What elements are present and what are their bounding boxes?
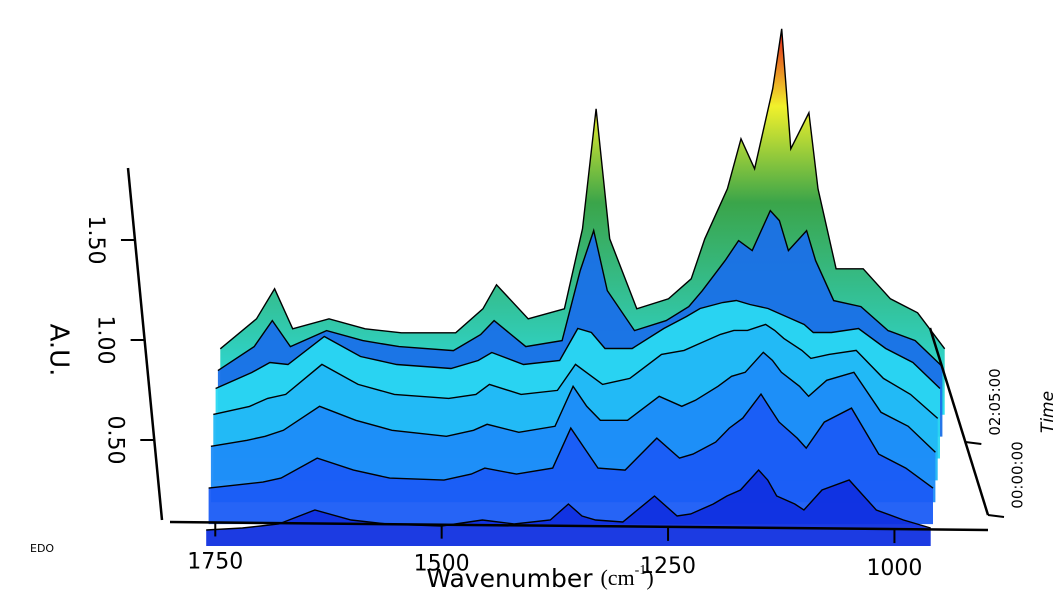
z-tick-label: 00:00:00: [1009, 441, 1027, 508]
y-tick-label: 0.50: [102, 416, 127, 465]
trace-line: [217, 209, 943, 372]
x-axis: [169, 520, 989, 532]
trace-line: [208, 392, 934, 489]
y-tick-label: 1.50: [83, 216, 108, 265]
trace-line: [210, 351, 936, 453]
z-axis: [928, 327, 990, 516]
y-axis-label: A.U.: [44, 324, 74, 377]
trace-line: [215, 299, 941, 390]
y-tick-label: 1.00: [93, 316, 118, 365]
y-axis: [126, 167, 164, 521]
x-unit-close: ): [646, 565, 653, 590]
z-tick: [965, 440, 982, 445]
traces: [206, 28, 946, 546]
trace-line: [213, 323, 939, 419]
z-tick: [987, 514, 1005, 518]
trace-line: [219, 28, 946, 350]
z-tick-label: 02:05:00: [986, 368, 1004, 435]
x-unit-power: -1: [635, 563, 647, 578]
x-unit: (cm: [600, 565, 634, 590]
trace-line: [206, 468, 931, 531]
z-axis-label: Time: [1038, 391, 1058, 433]
x-tick-label: 1750: [187, 549, 243, 574]
x-tick-label: 1250: [640, 554, 696, 579]
x-tick-label: 1000: [866, 556, 922, 581]
note: EDO: [30, 542, 54, 555]
x-tick-label: 1500: [414, 552, 470, 577]
x-axis-label: Wavenumber (cm-1): [426, 563, 653, 593]
x-label-text: Wavenumber: [426, 564, 593, 593]
